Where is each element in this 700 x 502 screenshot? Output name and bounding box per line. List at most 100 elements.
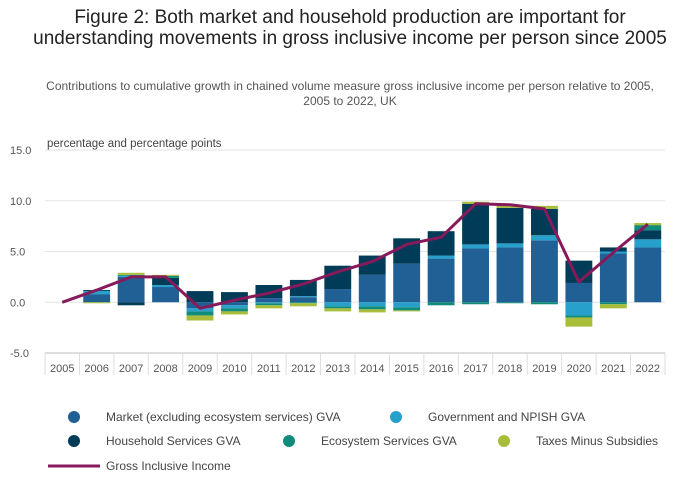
bar-segment [427,231,455,256]
bar-segment [152,284,179,288]
bar-segment [531,205,558,209]
x-tick-label: 2018 [498,363,522,375]
bar-segment [289,297,317,303]
bar-segment [186,302,214,309]
legend-swatch [390,411,402,423]
y-tick-label: 5.0 [10,247,25,259]
bar-segment [117,272,145,275]
y-axis-label: percentage and percentage points [47,138,222,150]
bar-segment [634,225,662,231]
bar-segment [221,311,248,315]
bar-segment [393,302,421,308]
bar-segment [427,258,455,303]
bar-segment [634,230,662,240]
bar-segment [152,287,179,303]
x-tick-label: 2012 [291,363,315,375]
x-tick-label: 2008 [153,363,177,375]
bar-segment [496,302,524,304]
bar-segment [324,265,352,290]
bar-segment [324,306,352,309]
bar-segment [496,243,524,248]
bar-segment [324,302,352,307]
bar-segment [186,291,214,303]
legend-swatch [68,435,80,447]
bar-segment [531,240,558,303]
x-tick-label: 2015 [394,363,418,375]
bar-segment [496,207,524,244]
bar-segment [83,294,111,303]
bar-segment [634,239,662,248]
chart-subtitle: Contributions to cumulative growth in ch… [46,79,654,108]
bar-segment [289,279,317,297]
x-tick-label: 2009 [188,363,212,375]
legend-label: Ecosystem Services GVA [321,434,457,448]
bar-segment [462,203,489,245]
bar-segment [186,315,214,321]
bar-segment [221,292,248,303]
bar-segment [565,302,593,316]
legend-swatch [68,411,80,423]
bar-segment [462,248,489,303]
bar-segment [358,306,386,310]
x-tick-label: 2006 [84,363,108,375]
bar-segment [255,302,283,304]
chart-title: Figure 2: Both market and household prod… [33,7,667,49]
bar-segment [393,263,421,303]
bar-segment [289,302,317,304]
x-tick-label: 2014 [360,363,384,375]
bar-segment [255,303,283,306]
bar-segment [152,274,179,276]
x-tick-label: 2005 [50,363,74,375]
legend-label: Market (excluding ecosystem services) GV… [106,410,341,424]
bar-segment [599,302,627,305]
gross-inclusive-income-line [61,202,649,310]
bar-segment [117,274,145,276]
bar-segment [358,302,386,307]
bar-segment [324,289,352,303]
bar-segment [186,311,214,316]
bar-segment [255,298,283,303]
x-tick-label: 2021 [601,363,625,375]
x-tick-label: 2007 [119,363,143,375]
bar-segment [152,277,179,285]
x-tick-label: 2013 [326,363,350,375]
bar-segment [117,302,145,306]
bar-segment [565,315,593,318]
x-tick-label: 2011 [257,363,281,375]
bar-segment [427,302,455,306]
legend-swatch [283,435,295,447]
bar-segment [289,296,317,298]
legend-label: Household Services GVA [106,434,241,448]
bar-segment [358,255,386,275]
bar-segment [324,308,352,312]
bar-segment [221,302,248,306]
bar-segment [462,302,489,305]
bar-segment [531,235,558,241]
x-tick-label: 2019 [532,363,556,375]
y-tick-label: 10.0 [10,196,31,208]
y-tick-label: 0.0 [10,297,25,309]
bar-segment [358,309,386,313]
bar-segment [358,274,386,303]
legend-label: Gross Inclusive Income [106,459,231,473]
x-tick-label: 2010 [222,363,246,375]
bar-segment [83,302,111,304]
bar-segment [496,204,524,208]
bar-segment [599,304,627,309]
bar-segment [531,302,558,305]
bar-segment [565,317,593,327]
x-tick-label: 2020 [567,363,591,375]
bar-segment [186,308,214,312]
bar-segment [255,305,283,309]
legend-swatch [498,435,510,447]
bar-segment [83,291,111,295]
x-tick-label: 2017 [463,363,487,375]
bar-segment [393,307,421,311]
bar-segment [565,282,593,303]
bar-segment [289,303,317,307]
bar-segment [496,247,524,303]
bar-segment [462,244,489,249]
legend-label: Taxes Minus Subsidies [536,434,658,448]
legend-label: Government and NPISH GVA [428,410,585,424]
